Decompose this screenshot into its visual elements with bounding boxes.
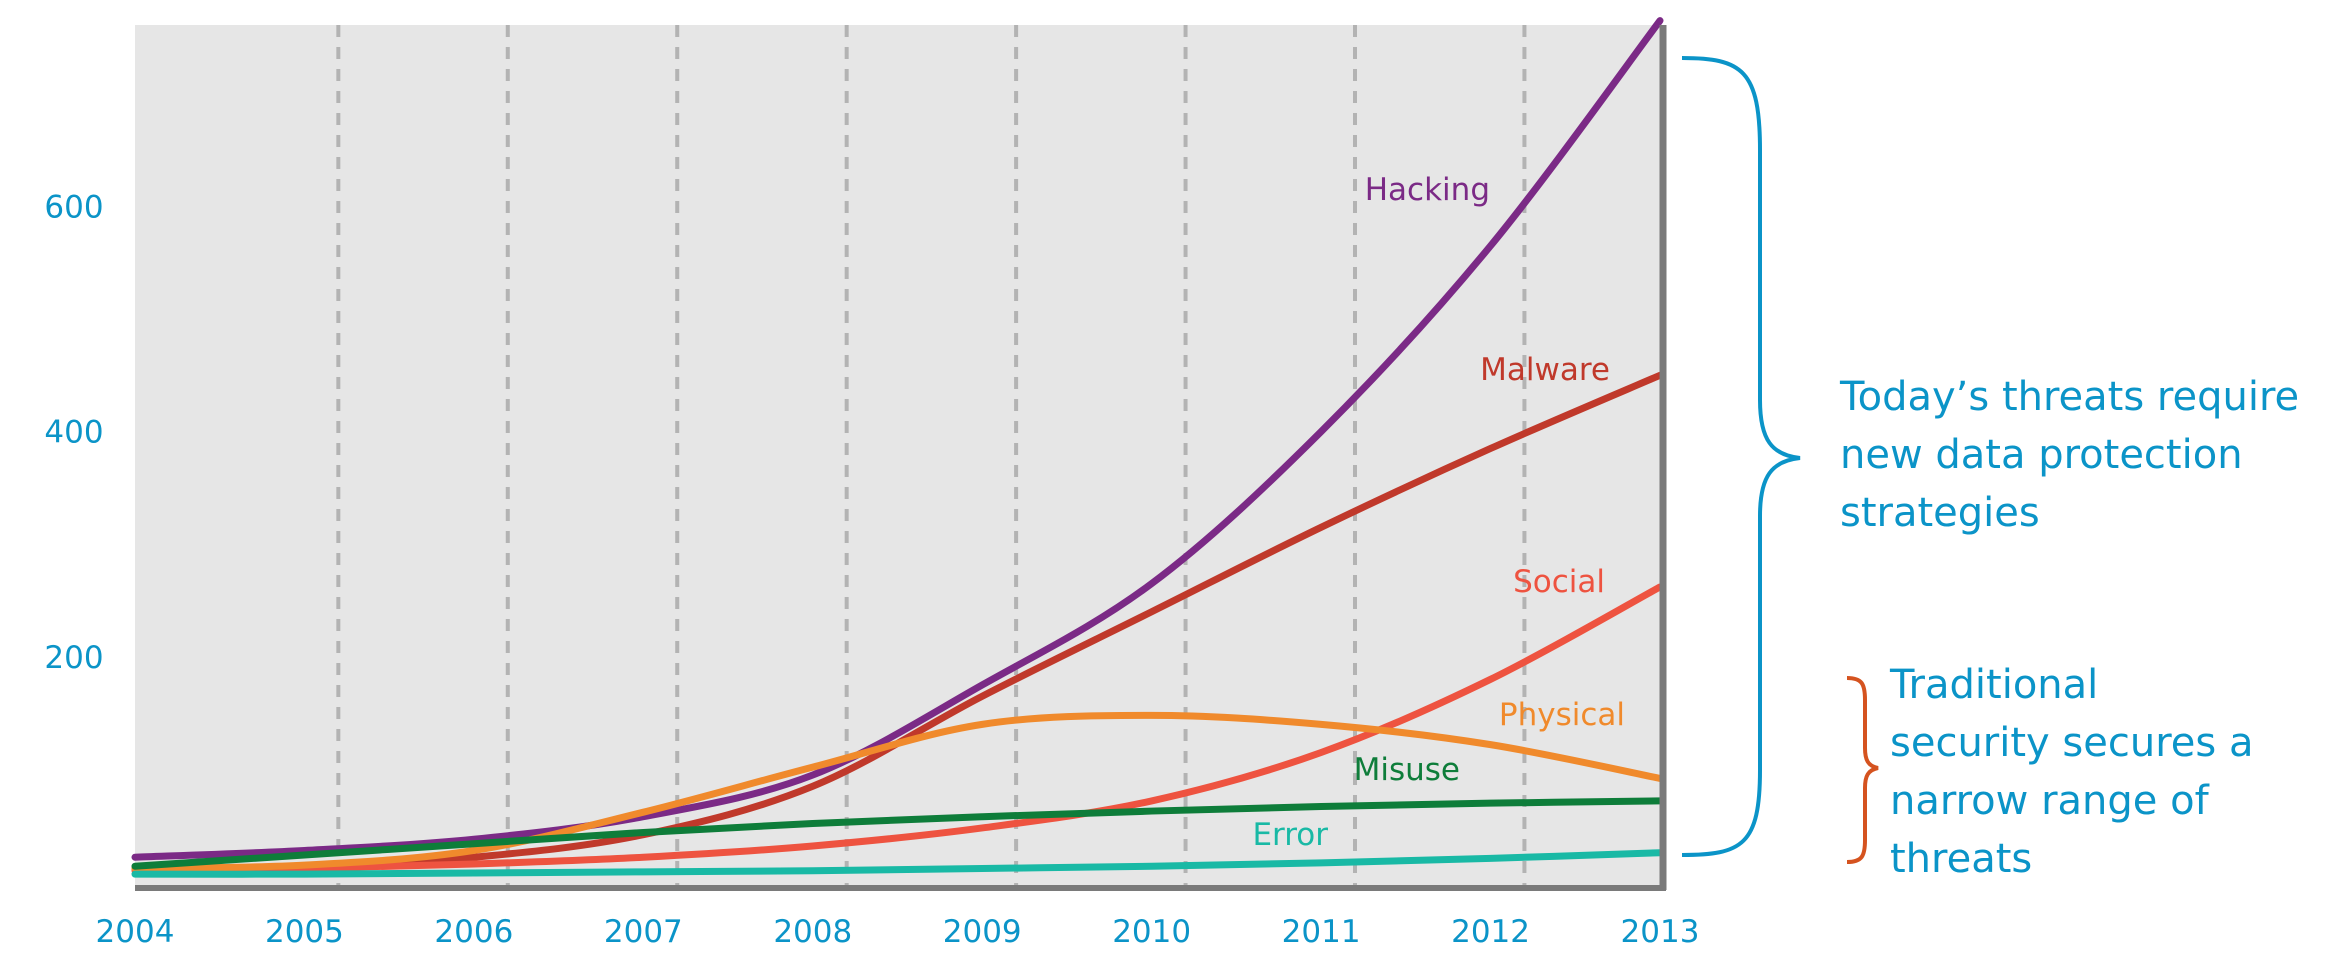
annotation-bottom-line: threats bbox=[1890, 836, 2033, 882]
series-label-social: Social bbox=[1513, 564, 1605, 600]
y-tick-label: 200 bbox=[44, 640, 103, 676]
x-tick-label: 2009 bbox=[943, 914, 1022, 950]
annotation-bottom: Traditional security secures a narrow ra… bbox=[1890, 656, 2253, 888]
annotation-bottom-line: narrow range of bbox=[1890, 778, 2209, 824]
series-label-physical: Physical bbox=[1499, 697, 1625, 733]
annotation-top: Today’s threats require new data protect… bbox=[1840, 368, 2299, 542]
annotation-top-line: new data protection bbox=[1840, 432, 2243, 478]
series-line-physical bbox=[131, 711, 1664, 872]
annotation-top-line: Today’s threats require bbox=[1840, 374, 2300, 420]
series-line-error bbox=[131, 849, 1664, 878]
y-tick-label: 400 bbox=[44, 415, 103, 451]
series-label-error: Error bbox=[1252, 817, 1328, 853]
grid-lines bbox=[336, 25, 1527, 888]
series-lines bbox=[131, 17, 1664, 878]
small-bracket bbox=[1846, 676, 1879, 864]
y-axis-ticks: 200 400 600 bbox=[44, 189, 103, 675]
x-tick-label: 2012 bbox=[1451, 914, 1530, 950]
x-axis-ticks: 2004 2005 2006 2007 2008 2009 2010 2011 2012 2013 bbox=[96, 914, 1700, 950]
x-tick-label: 2004 bbox=[96, 914, 175, 950]
x-tick-label: 2007 bbox=[604, 914, 683, 950]
series-line-social bbox=[131, 583, 1664, 875]
x-tick-label: 2006 bbox=[434, 914, 513, 950]
large-bracket bbox=[1681, 56, 1801, 857]
x-tick-label: 2010 bbox=[1112, 914, 1191, 950]
x-tick-label: 2011 bbox=[1282, 914, 1361, 950]
annotation-bottom-line: Traditional bbox=[1890, 662, 2099, 708]
series-label-misuse: Misuse bbox=[1354, 752, 1460, 788]
x-tick-label: 2008 bbox=[773, 914, 852, 950]
annotation-top-line: strategies bbox=[1840, 490, 2040, 536]
series-label-malware: Malware bbox=[1480, 352, 1610, 388]
annotation-bottom-line: security secures a bbox=[1890, 720, 2254, 766]
series-line-misuse bbox=[131, 797, 1664, 870]
x-tick-label: 2005 bbox=[265, 914, 344, 950]
y-tick-label: 600 bbox=[44, 189, 103, 225]
series-labels: Hacking Malware Social Physical Misuse Error bbox=[1252, 172, 1625, 853]
series-label-hacking: Hacking bbox=[1365, 172, 1490, 208]
x-tick-label: 2013 bbox=[1621, 914, 1700, 950]
